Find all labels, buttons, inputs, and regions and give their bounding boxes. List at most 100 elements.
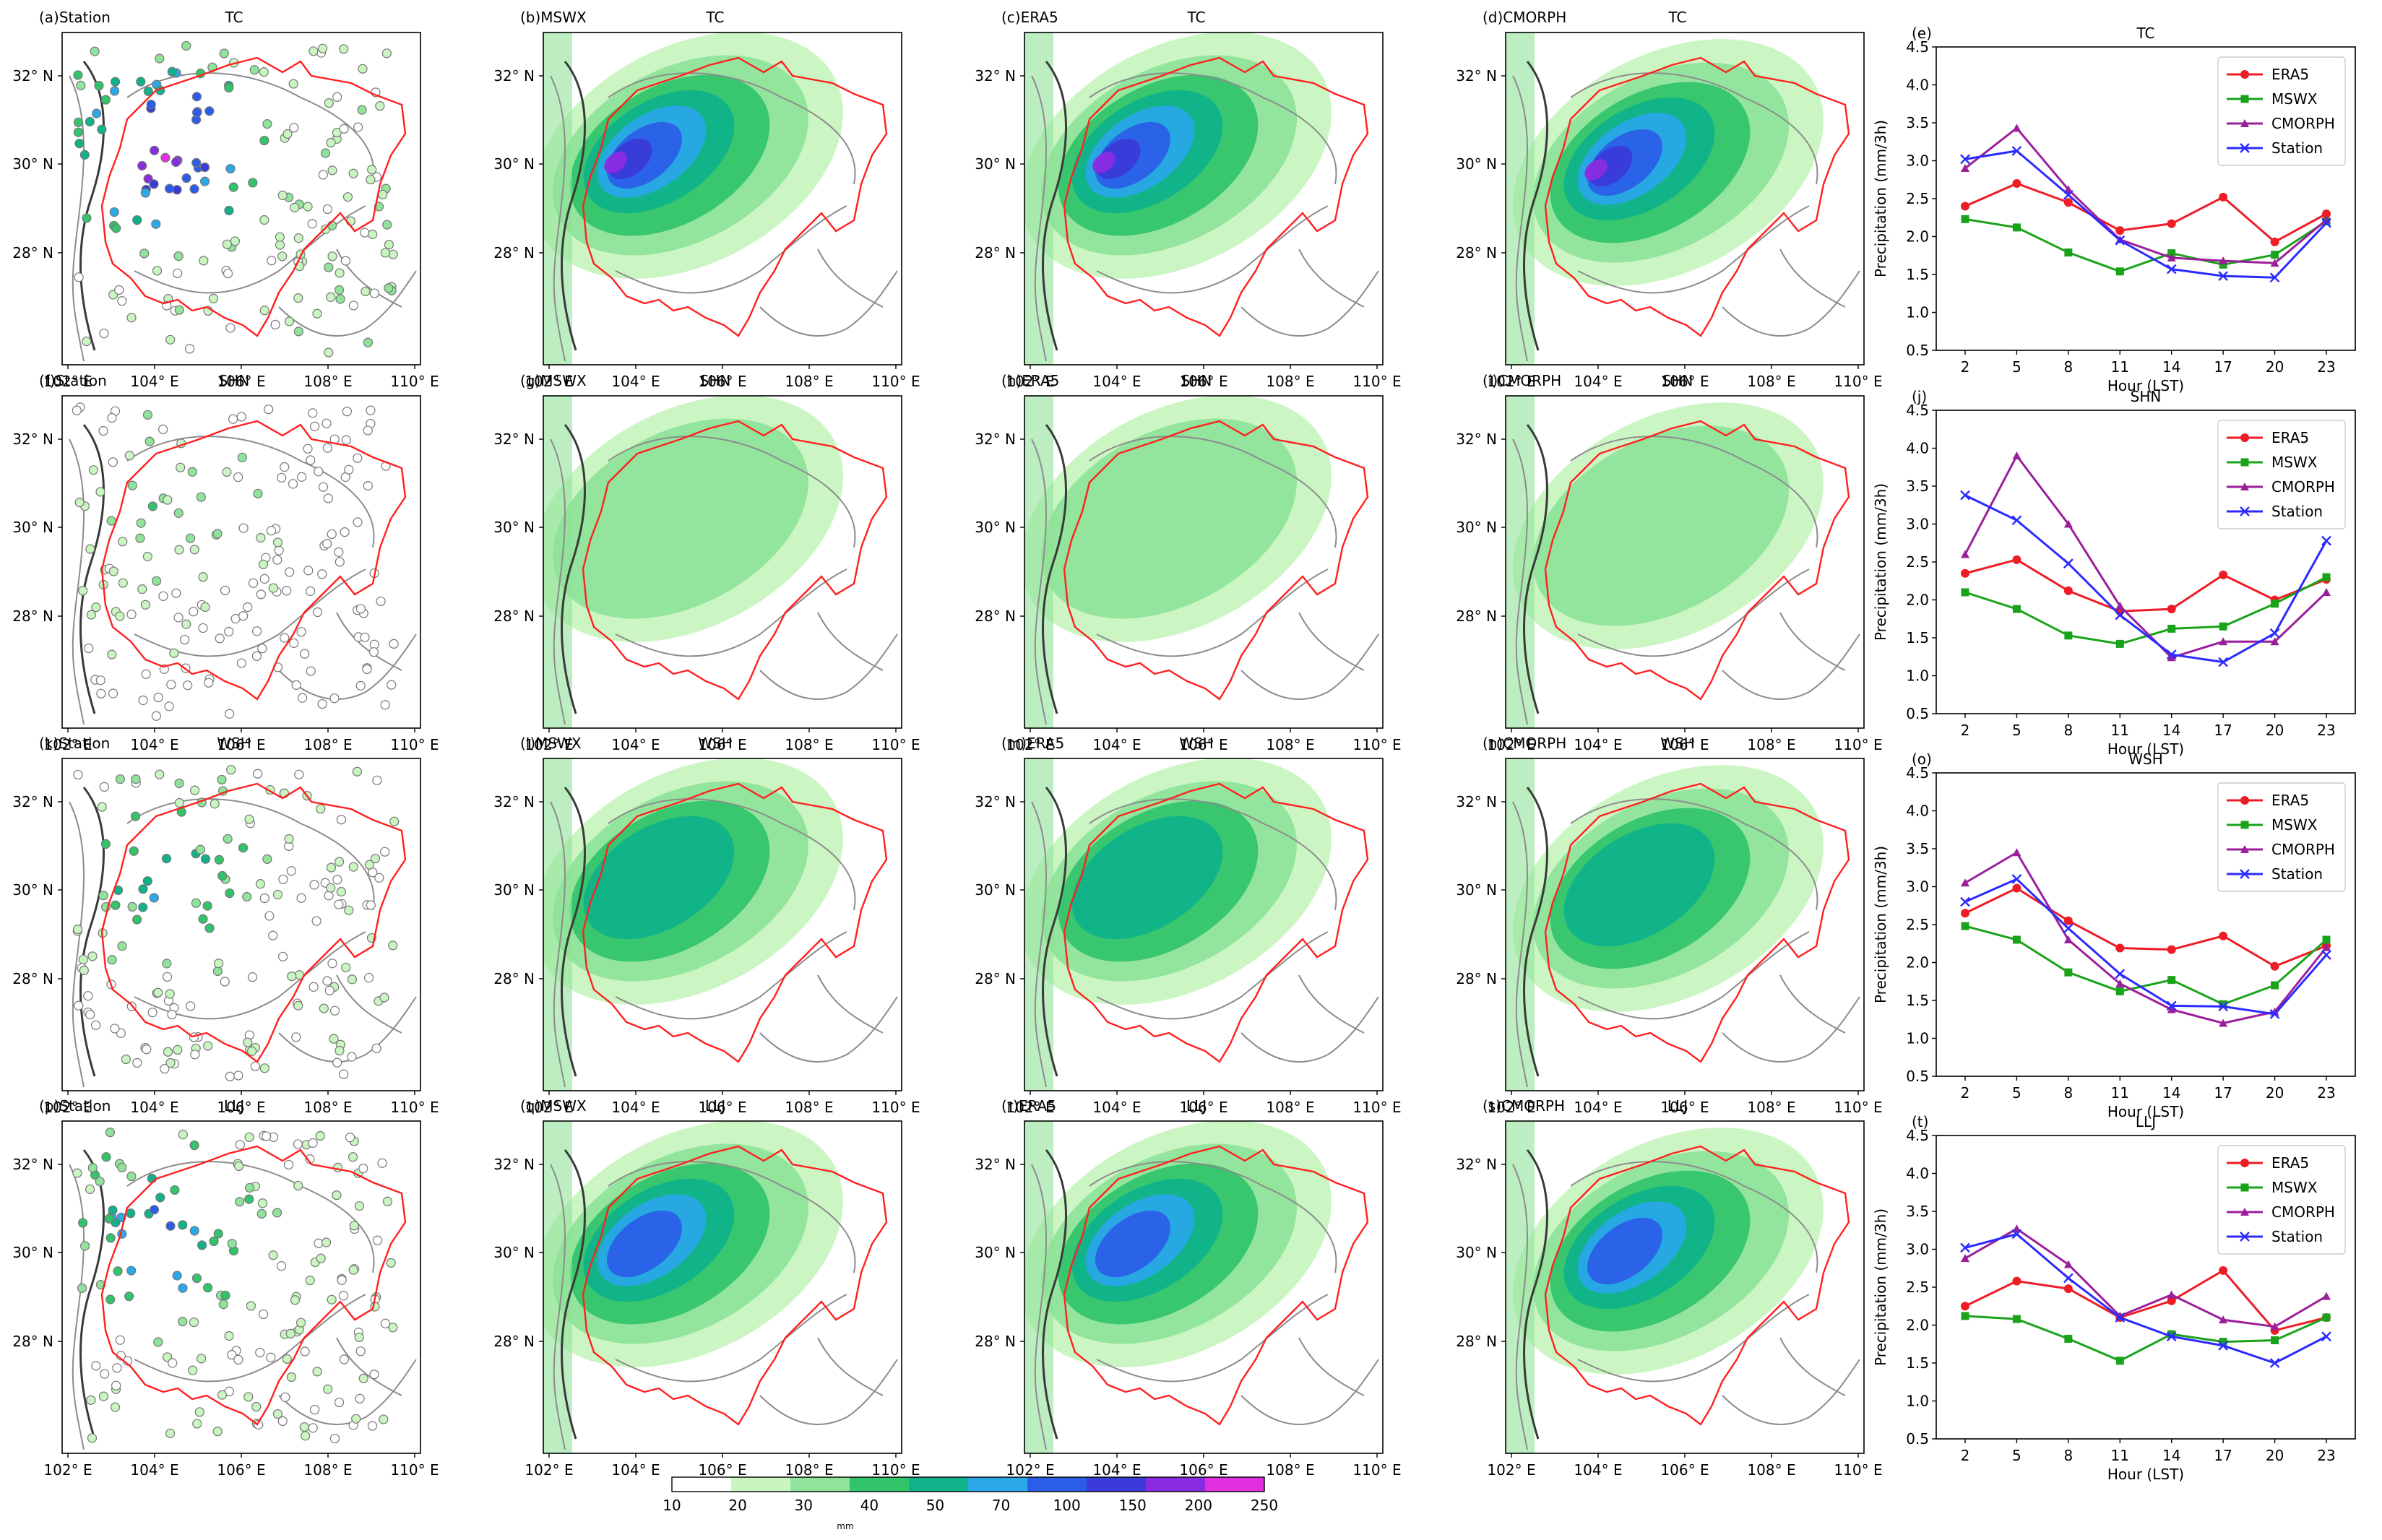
station-marker [244,1194,254,1204]
colorbar-tick-label: 70 [992,1497,1010,1514]
station-marker [224,205,234,216]
y-tick-label: 28° N [975,970,1016,987]
map-plot-area [1024,758,1383,1091]
station-marker [259,67,269,77]
data-point [2011,515,2022,526]
panel-label: (b)MSWX [520,9,587,26]
x-tick-label: 102° E [43,1099,92,1116]
basin-boundary [1544,782,1850,1063]
data-point [2012,883,2021,893]
terrain-contour [561,1149,586,1440]
station-marker [234,1161,244,1172]
data-point [2167,624,2176,633]
legend-label: ERA5 [2271,66,2309,83]
station-marker [363,973,374,983]
x-tick-label: 106° E [217,1461,265,1479]
station-marker [189,1318,199,1328]
station-marker [380,1318,391,1328]
station-marker [381,48,392,59]
colorbar-segment [968,1477,1027,1492]
y-tick-label: 32° N [975,67,1016,85]
station-marker [164,701,174,711]
data-point [2064,968,2073,977]
x-tick-label: 2 [1961,1084,1970,1102]
data-point [2240,1232,2250,1242]
precip-contour-fill [553,418,808,619]
station-marker [388,1323,398,1333]
station-marker [95,487,105,497]
data-point [1961,588,1969,597]
station-marker [272,537,283,548]
station-marker [199,162,210,173]
station-marker [257,644,267,654]
panel-title: LLJ [224,1097,244,1115]
y-tick-label: 28° N [1456,1333,1497,1350]
terrain-contour [1031,75,1047,362]
station-marker [101,1152,111,1162]
panel-title: SHN [1181,372,1212,389]
station-marker [335,294,345,304]
station-marker [324,347,334,358]
station-marker [277,1416,288,1427]
station-marker [135,533,145,543]
station-marker [82,213,92,223]
terrain-contour [1031,438,1047,725]
station-marker [77,1283,87,1293]
station-marker [131,774,141,784]
x-tick-label: 102° E [1487,1099,1535,1116]
station-marker [237,452,247,462]
x-tick-label: 102° E [1006,1461,1054,1479]
terrain-contour [1570,436,1818,548]
data-point [2270,237,2279,246]
station-marker [322,539,332,549]
station-marker [337,1275,347,1285]
data-point [2219,931,2228,940]
map-panel: (q)MSWX LLJ 102° E 104° E 106° E 108° E 110° E… [493,1097,920,1479]
map-panel: (f)Station SHN 102° E 104° E 106° E 108° E 110… [12,372,439,753]
data-point [2321,535,2331,546]
x-tick-label: 106° E [1179,1099,1227,1116]
data-point [2269,628,2280,639]
station-marker [244,1132,254,1142]
x-tick-label: 108° E [1266,1461,1314,1479]
station-marker [171,588,181,598]
terrain-contour [278,996,417,1063]
panel-label: (i)CMORPH [1483,372,1561,389]
x-tick-label: 108° E [303,1099,352,1116]
x-tick-label: 110° E [871,373,920,390]
y-tick-label: 30° N [1456,1244,1497,1261]
station-marker [311,916,322,926]
station-marker [341,962,351,972]
data-point [2269,272,2280,283]
station-marker [85,544,95,554]
x-tick-label: 106° E [217,1099,265,1116]
series-line [1964,217,2327,273]
station-marker [259,135,269,146]
station-marker [277,190,288,200]
station-marker [324,98,334,108]
station-marker [195,844,206,855]
station-marker [344,464,354,475]
terrain-contour [759,270,898,337]
station-marker [189,1140,199,1151]
station-marker [118,537,128,547]
station-marker [238,843,249,853]
station-marker [316,1253,326,1263]
station-marker [348,1265,358,1275]
station-marker [130,811,141,821]
station-marker [226,765,236,775]
terrain-contour [336,1337,402,1396]
x-tick-label: 2 [1961,1447,1970,1464]
station-marker [380,847,390,857]
data-point [2321,217,2331,228]
y-tick-label: 30° N [975,155,1016,173]
terrain-contour [1089,72,1337,185]
data-point [1961,164,1969,172]
y-tick-label: 4.5 [1906,764,1929,782]
x-tick-label: 108° E [785,736,833,753]
panel-label: (d)CMORPH [1483,9,1566,26]
station-marker [339,124,349,134]
station-marker [108,457,118,467]
data-point [2063,916,2073,925]
station-marker [323,1384,333,1394]
